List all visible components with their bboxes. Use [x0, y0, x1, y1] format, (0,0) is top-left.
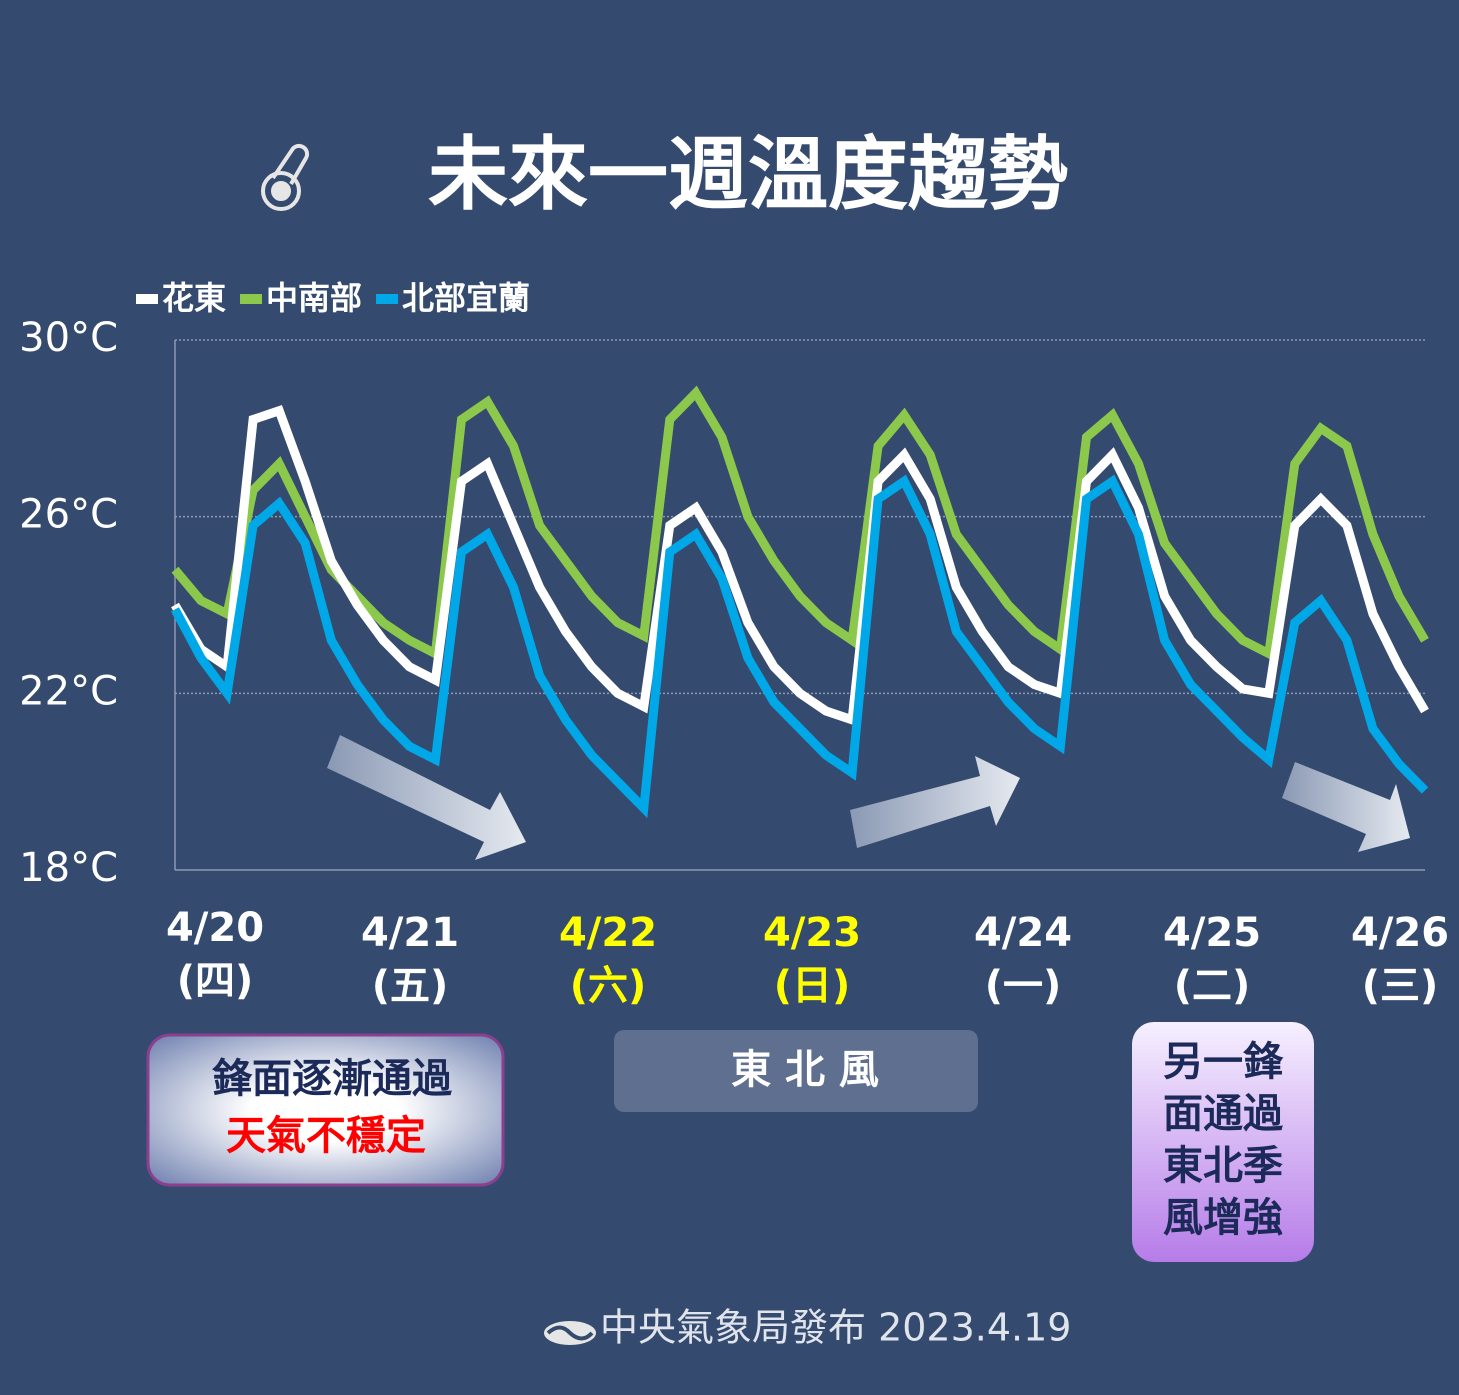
arrows [327, 735, 1410, 860]
x-tick-label: 4/23 [763, 910, 861, 956]
x-tick-label: 4/21 [361, 910, 459, 956]
series-line [171, 385, 1429, 661]
legend-swatch [240, 294, 263, 304]
legend-swatch [136, 294, 158, 304]
y-tick-label: 26°C [19, 492, 118, 538]
x-tick-label: (六) [570, 963, 647, 1009]
thermometer-icon [261, 143, 310, 211]
footer: 中央氣象局發布 2023.4.19 [600, 1306, 1071, 1350]
x-tick-label: (日) [774, 963, 851, 1009]
x-tick-label: (五) [372, 963, 449, 1009]
front-box [146, 1033, 505, 1187]
legend-label: 花東 [162, 279, 226, 317]
legend-swatch [376, 294, 399, 304]
x-tick-label: 4/22 [559, 910, 657, 956]
x-tick-label: 4/26 [1351, 910, 1449, 956]
wind-box [614, 1030, 978, 1112]
y-tick-label: 30°C [19, 315, 118, 361]
legend-label: 中南部 [266, 279, 362, 317]
note-text: 天氣不穩定 [226, 1113, 426, 1159]
series-line [171, 405, 1429, 726]
x-tick-label: 4/24 [974, 910, 1072, 956]
chart-title: 未來一週溫度趨勢 [428, 128, 1068, 221]
x-tick-label: (三) [1362, 963, 1439, 1009]
x-tick-label: (二) [1174, 963, 1251, 1009]
note-text: 鋒面逐漸通過 [212, 1056, 453, 1102]
x-tick-label: (四) [177, 958, 254, 1004]
note-text: 東北季 [1163, 1143, 1283, 1189]
note-text: 另一鋒 [1163, 1039, 1284, 1085]
second-front-box [1132, 1022, 1314, 1262]
note-text: 東 北 風 [731, 1047, 879, 1093]
y-tick-label: 18°C [19, 845, 118, 891]
legend-label: 北部宜蘭 [402, 279, 530, 317]
y-tick-label: 22°C [19, 668, 118, 714]
x-tick-label: 4/25 [1163, 910, 1261, 956]
x-tick-label: 4/20 [166, 905, 264, 951]
x-tick-label: (一) [985, 963, 1062, 1009]
note-text: 風增強 [1163, 1195, 1283, 1241]
series-line [171, 474, 1429, 819]
footer-logo [544, 1321, 596, 1345]
note-text: 面通過 [1163, 1091, 1284, 1137]
